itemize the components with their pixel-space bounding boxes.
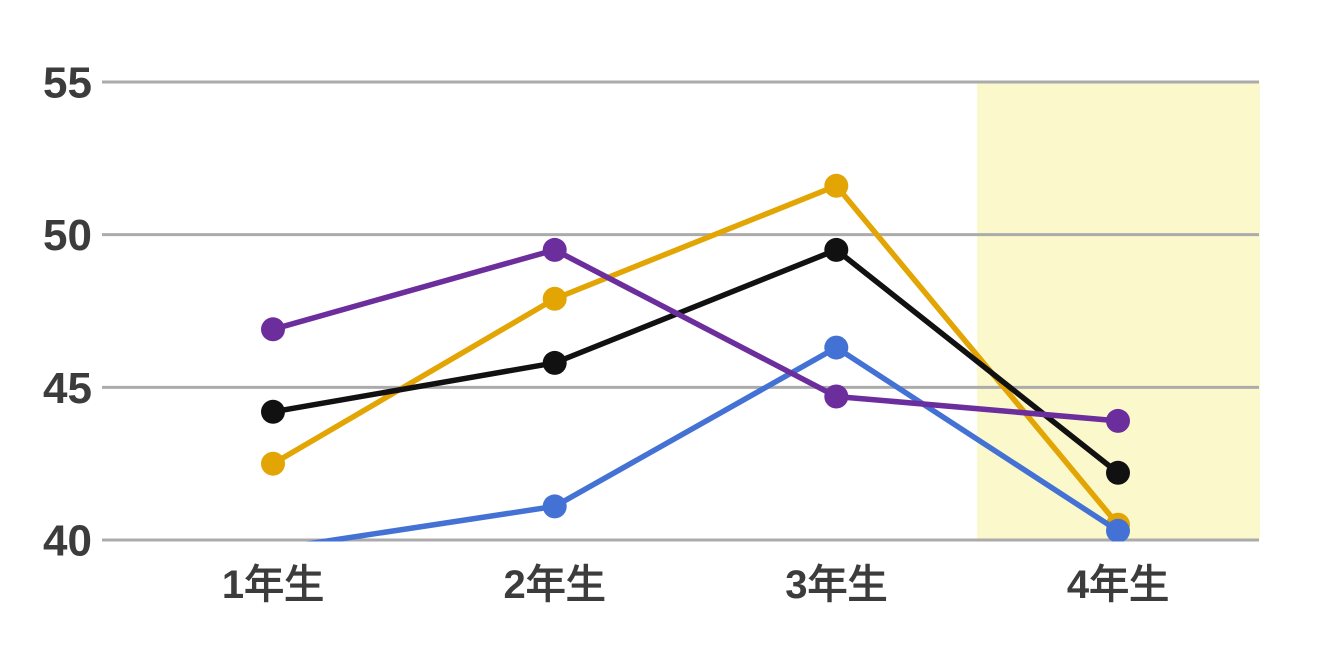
data-point-amber <box>542 286 567 311</box>
data-point-purple <box>542 237 567 262</box>
x-axis-tick-label: 3年生 <box>785 563 887 607</box>
data-point-purple <box>261 317 285 342</box>
series-line-amber <box>271 182 1121 527</box>
y-axis-tick-label: 50 <box>43 211 92 260</box>
data-point-amber <box>261 451 285 476</box>
series-line-blue <box>305 344 1120 542</box>
x-axis-tick-label: 2年生 <box>504 563 606 607</box>
data-point-blue <box>824 335 849 360</box>
data-point-black <box>824 237 849 262</box>
data-point-blue <box>542 494 567 519</box>
series-layer <box>261 173 1130 542</box>
data-point-black <box>1106 460 1130 485</box>
series-line-black <box>272 246 1120 475</box>
x-axis-tick-label: 1年生 <box>222 563 324 607</box>
y-axis-tick-label: 40 <box>43 517 92 566</box>
x-axis-tick-label: 4年生 <box>1067 563 1169 607</box>
y-axis-tick-label: 55 <box>43 59 92 108</box>
data-point-blue <box>1106 518 1130 542</box>
data-point-black <box>261 399 285 424</box>
data-point-purple <box>1106 408 1130 433</box>
series-line-purple <box>272 246 1119 424</box>
data-point-purple <box>824 384 849 409</box>
data-point-black <box>542 350 567 375</box>
y-axis-tick-label: 45 <box>43 364 92 413</box>
data-point-amber <box>824 173 849 198</box>
